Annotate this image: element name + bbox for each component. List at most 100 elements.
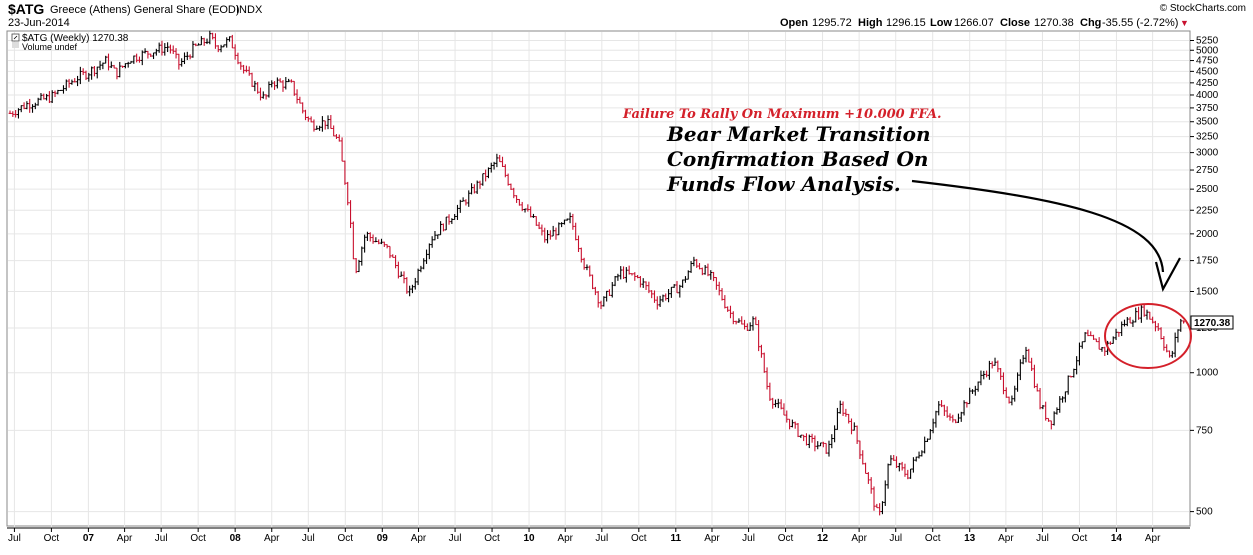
x-tick-label: Jul: [8, 533, 21, 544]
price-bar: [1010, 395, 1014, 406]
price-bar: [1165, 344, 1169, 353]
price-bar: [824, 442, 828, 454]
price-bar: [129, 61, 133, 64]
price-bar: [419, 265, 423, 273]
price-bar: [318, 125, 321, 131]
ohlc-readout: Open 1295.72 High 1296.15 Low 1266.07 Cl…: [780, 17, 1189, 29]
x-tick-label: 08: [230, 533, 242, 544]
price-bar: [1016, 372, 1019, 392]
price-bar: [951, 414, 955, 423]
price-bar: [487, 167, 490, 179]
price-bar: [329, 115, 333, 130]
price-bar: [1151, 316, 1155, 324]
price-bar: [320, 116, 324, 132]
price-bar: [866, 472, 870, 484]
price-bar: [1109, 341, 1112, 345]
price-bar: [309, 116, 313, 123]
price-bar: [765, 367, 769, 390]
price-bar: [31, 104, 34, 113]
x-tick-label: Oct: [778, 533, 794, 544]
price-bar: [807, 434, 811, 449]
price-bar: [166, 42, 170, 53]
price-bar: [506, 173, 510, 186]
price-bar: [616, 273, 620, 281]
price-bar: [481, 173, 485, 186]
price-bar: [14, 110, 18, 118]
price-bar: [250, 72, 254, 87]
price-bar: [785, 410, 789, 423]
price-bar: [957, 413, 960, 423]
price-bar: [836, 407, 839, 430]
price-bar: [222, 44, 226, 48]
price-bar: [1047, 417, 1050, 422]
price-bar: [948, 413, 952, 421]
price-bar: [636, 274, 640, 279]
price-bar: [492, 161, 496, 170]
price-bar: [675, 281, 679, 294]
close-value: 1270.38: [1034, 17, 1074, 29]
price-bar: [585, 264, 589, 271]
price-bar: [394, 255, 397, 269]
chg-value: -35.55 (-2.72%): [1102, 17, 1178, 29]
price-bar: [1018, 359, 1022, 381]
price-bar: [1111, 336, 1115, 344]
price-bar: [233, 44, 237, 60]
price-bar: [624, 267, 628, 283]
price-bar: [706, 263, 710, 277]
price-bar: [461, 197, 465, 202]
price-bar: [560, 222, 564, 228]
price-bar: [76, 75, 79, 87]
price-bar: [672, 284, 676, 288]
price-bar: [520, 201, 524, 212]
price-bar: [703, 265, 707, 275]
price-bar: [515, 195, 518, 203]
price-bar: [475, 180, 479, 194]
x-tick-label: Jul: [742, 533, 755, 544]
price-bar: [619, 266, 623, 280]
price-bar: [275, 77, 279, 89]
price-bar: [495, 153, 499, 168]
price-bar: [239, 61, 243, 70]
price-bar: [121, 65, 124, 68]
price-bar: [844, 408, 848, 417]
price-bar: [1024, 346, 1028, 363]
chart-date: 23-Jun-2014: [8, 17, 70, 29]
price-bar: [1103, 346, 1107, 357]
price-bar: [478, 180, 482, 189]
price-bar: [458, 199, 462, 213]
x-tick-label: Apr: [998, 533, 1014, 544]
price-bar: [661, 294, 665, 303]
price-bar: [323, 120, 327, 130]
price-bar: [270, 80, 274, 88]
price-bar: [306, 116, 310, 122]
price-bar: [281, 80, 285, 92]
y-tick-label: 2500: [1196, 184, 1219, 195]
price-bar: [160, 40, 164, 56]
price-bar: [1142, 304, 1146, 317]
price-bar: [678, 284, 682, 298]
price-bar: [540, 224, 544, 236]
price-bar: [1168, 350, 1171, 358]
price-bar: [821, 441, 825, 448]
x-tick-label: Oct: [631, 533, 647, 544]
price-bar: [698, 262, 701, 270]
price-bar: [287, 78, 291, 83]
price-bar: [169, 44, 172, 54]
price-bar: [62, 85, 65, 94]
price-bar: [816, 441, 820, 450]
price-bar: [546, 230, 549, 244]
price-bar: [199, 36, 203, 46]
price-bar: [509, 183, 513, 190]
price-bar: [827, 440, 831, 457]
price-bar: [1080, 341, 1084, 349]
price-bar: [582, 257, 586, 270]
price-bar: [799, 434, 803, 439]
price-bar: [892, 455, 896, 461]
price-bar: [593, 286, 597, 296]
price-bar: [1182, 320, 1185, 324]
price-bar: [368, 232, 372, 242]
price-bar: [174, 48, 178, 59]
price-bar: [788, 418, 791, 430]
price-bar: [512, 187, 516, 199]
y-tick-label: 4500: [1196, 66, 1219, 77]
